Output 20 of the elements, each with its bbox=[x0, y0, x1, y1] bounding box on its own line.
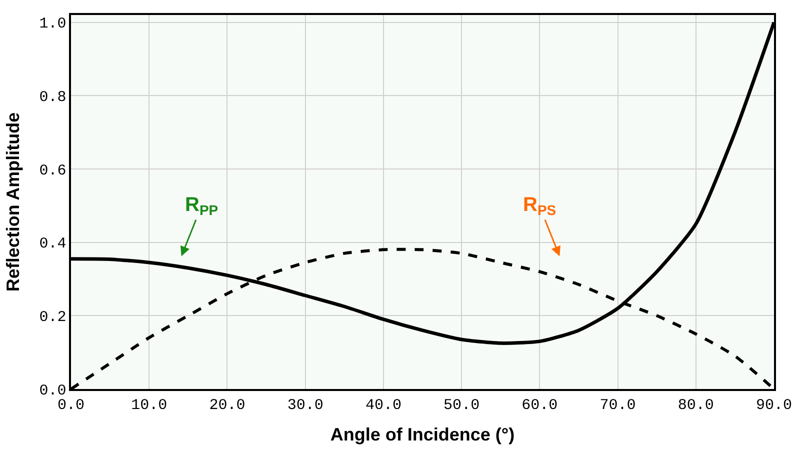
x-tick-label: 60.0 bbox=[522, 396, 558, 414]
x-tick-label: 10.0 bbox=[131, 396, 168, 414]
y-tick-label: 1.0 bbox=[39, 16, 66, 33]
y-tick-label: 0.2 bbox=[39, 308, 66, 326]
y-tick-label: 0.4 bbox=[39, 236, 66, 253]
annotation: R$_{PS}$ bbox=[523, 194, 556, 218]
y-tick-label: 0.8 bbox=[39, 88, 66, 106]
x-axis-title: Angle of Incidence (°) bbox=[330, 424, 515, 444]
x-tick-label: 90.0 bbox=[756, 396, 792, 414]
x-tick-label: 50.0 bbox=[444, 396, 480, 414]
x-tick-label: 0.0 bbox=[57, 396, 85, 414]
x-tick-label: 70.0 bbox=[600, 396, 636, 414]
x-tick-label: 80.0 bbox=[678, 396, 714, 414]
x-tick-label: 40.0 bbox=[365, 396, 402, 414]
x-tick-label: 30.0 bbox=[287, 396, 324, 414]
y-tick-label: 0.6 bbox=[39, 162, 66, 180]
y-tick-label: 0.0 bbox=[39, 382, 66, 400]
x-tick-label: 20.0 bbox=[209, 396, 246, 414]
annotation: R$_{PP}$ bbox=[185, 194, 218, 218]
y-axis-title: Reflection Amplitude bbox=[2, 112, 23, 292]
